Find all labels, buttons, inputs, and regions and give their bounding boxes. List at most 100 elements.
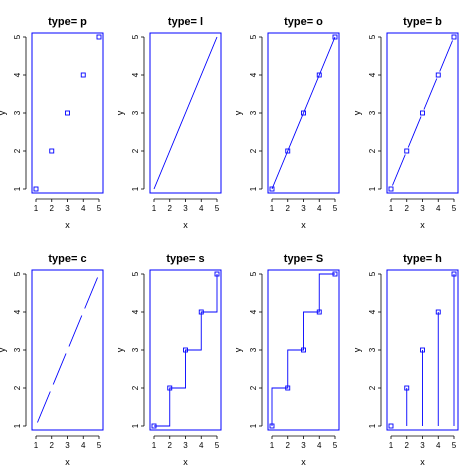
x-tick-label: 5 <box>215 441 220 450</box>
x-tick-label: 5 <box>97 204 102 213</box>
y-axis-label: y <box>0 347 7 352</box>
series-line-segment <box>37 391 51 423</box>
chart-panel-4: type= b 1 2 3 4 5 1 2 3 4 5 x y <box>352 16 459 230</box>
x-tick-label: 4 <box>81 441 86 450</box>
x-axis-label: x <box>420 220 425 230</box>
x-tick-label: 1 <box>389 441 394 450</box>
y-axis-label: y <box>352 347 362 352</box>
y-tick-label: 3 <box>249 347 258 352</box>
x-tick-label: 2 <box>50 441 55 450</box>
series-line-segment <box>407 116 422 148</box>
series-line-segment <box>423 78 438 110</box>
plot-frame <box>267 269 340 431</box>
x-axis-label: x <box>183 220 188 230</box>
data-point <box>404 148 410 154</box>
plot-frame <box>267 32 340 194</box>
chart-title: type= l <box>168 16 203 28</box>
data-point <box>301 110 306 116</box>
series-line-segment <box>84 277 98 309</box>
chart-title: type= o <box>284 16 323 28</box>
x-tick-label: 1 <box>270 204 275 213</box>
chart-title: type= s <box>166 253 204 265</box>
data-point <box>451 271 457 277</box>
data-point <box>316 309 322 315</box>
y-tick-label: 3 <box>131 110 140 115</box>
plot-frame <box>386 32 459 194</box>
x-tick-label: 5 <box>215 204 220 213</box>
x-tick-label: 5 <box>333 441 338 450</box>
x-tick-label: 4 <box>81 204 86 213</box>
data-point <box>269 186 275 192</box>
data-point <box>404 385 410 391</box>
data-point <box>316 72 322 78</box>
y-tick-label: 1 <box>249 423 258 428</box>
data-point <box>285 385 291 391</box>
y-axis-label: y <box>115 110 125 115</box>
data-point <box>33 186 39 192</box>
x-axis-label: x <box>183 457 188 467</box>
y-tick-label: 5 <box>131 271 140 276</box>
y-tick-label: 1 <box>131 186 140 191</box>
chart-title: type= p <box>48 16 87 28</box>
x-tick-label: 3 <box>420 441 425 450</box>
x-axis-label: x <box>65 220 70 230</box>
y-tick-label: 2 <box>131 148 140 153</box>
x-axis-label: x <box>65 457 70 467</box>
data-point <box>198 309 204 315</box>
x-tick-label: 1 <box>152 441 157 450</box>
y-tick-label: 2 <box>249 148 258 153</box>
y-tick-label: 5 <box>13 34 22 39</box>
x-tick-label: 2 <box>168 441 173 450</box>
y-tick-label: 3 <box>131 347 140 352</box>
x-tick-label: 1 <box>34 441 39 450</box>
y-tick-label: 1 <box>249 186 258 191</box>
x-tick-label: 3 <box>420 204 425 213</box>
y-tick-label: 5 <box>249 271 258 276</box>
y-tick-label: 4 <box>368 309 377 314</box>
series-line-segment <box>392 154 406 186</box>
x-tick-label: 4 <box>199 441 204 450</box>
series-line <box>271 36 336 190</box>
x-tick-label: 3 <box>65 441 70 450</box>
y-tick-label: 3 <box>368 110 377 115</box>
chart-title: type= h <box>403 253 442 265</box>
x-axis-label: x <box>301 220 306 230</box>
y-tick-label: 1 <box>368 186 377 191</box>
x-tick-label: 1 <box>270 441 275 450</box>
data-point <box>435 72 441 78</box>
series-step-line <box>271 273 335 426</box>
data-point <box>420 110 425 116</box>
x-tick-label: 5 <box>452 441 457 450</box>
x-tick-label: 4 <box>436 441 441 450</box>
chart-panel-1: type= p 1 2 3 4 5 1 2 3 4 5 x y <box>0 16 104 230</box>
y-tick-label: 3 <box>368 347 377 352</box>
series-step-line <box>154 274 218 427</box>
y-tick-label: 2 <box>368 385 377 390</box>
x-tick-label: 3 <box>301 204 306 213</box>
data-point <box>183 347 188 353</box>
data-point <box>96 34 102 40</box>
series-line <box>153 36 218 190</box>
data-point <box>332 271 338 277</box>
y-tick-label: 1 <box>368 423 377 428</box>
x-tick-label: 2 <box>286 441 291 450</box>
chart-panel-6: type= s 1 2 3 4 5 1 2 3 4 5 x y <box>115 253 222 467</box>
data-point <box>167 385 173 391</box>
x-tick-label: 2 <box>405 441 410 450</box>
data-point <box>301 347 306 353</box>
chart-title: type= b <box>403 16 442 28</box>
x-tick-label: 3 <box>301 441 306 450</box>
series-line-segment <box>68 315 83 347</box>
x-tick-label: 1 <box>152 204 157 213</box>
x-axis-label: x <box>420 457 425 467</box>
y-tick-label: 2 <box>131 385 140 390</box>
data-point <box>80 72 86 78</box>
x-tick-label: 5 <box>452 204 457 213</box>
x-tick-label: 2 <box>405 204 410 213</box>
x-tick-label: 4 <box>436 204 441 213</box>
y-tick-label: 4 <box>13 72 22 77</box>
data-point <box>388 423 394 429</box>
chart-title: type= S <box>284 253 323 265</box>
plot-frame <box>31 32 104 194</box>
data-point <box>269 423 275 429</box>
